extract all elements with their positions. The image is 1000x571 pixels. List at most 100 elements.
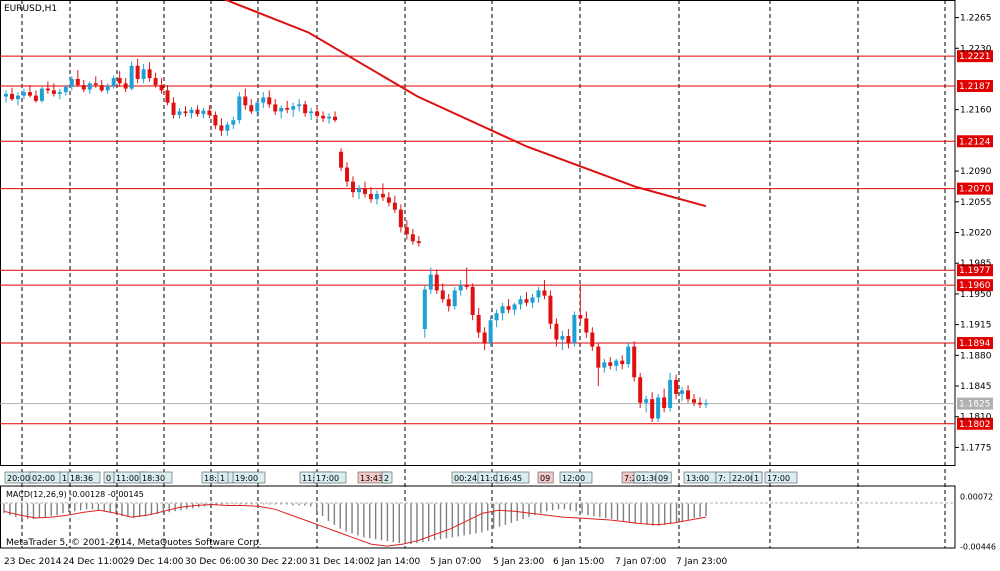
candle-body (333, 116, 338, 121)
time-tag-label: 0 (106, 474, 111, 483)
candle-body (428, 274, 433, 290)
time-tag-label: 13:00 (686, 474, 709, 483)
candle-body (482, 332, 487, 344)
candle-body (261, 97, 266, 103)
candle-body (33, 95, 38, 101)
candle-body (15, 95, 20, 100)
price-tick-label: 1.1775 (960, 443, 992, 453)
time-tag-label: 11:0 (480, 474, 498, 483)
time-tag-label: 17:00 (767, 474, 790, 483)
candle-body (231, 120, 236, 125)
price-tick-label: 1.2230 (960, 44, 992, 54)
level-price-label: 1.2187 (959, 82, 991, 92)
candle-body (177, 111, 182, 115)
time-tick-label: 2 Jan 14:00 (369, 557, 421, 567)
candle-body (171, 102, 176, 115)
candle-body (692, 399, 697, 403)
candle-body (506, 306, 511, 310)
candle-body (524, 299, 529, 303)
time-tag (381, 471, 393, 484)
time-tick-label: 5 Jan 23:00 (493, 557, 545, 567)
candle-body (476, 314, 481, 333)
candle-body (69, 78, 74, 87)
level-price-tag (957, 135, 993, 148)
candle-body (464, 285, 469, 287)
candle-body (45, 88, 50, 91)
level-price-label: 1.2221 (959, 52, 991, 62)
candle-body (57, 92, 62, 94)
level-price-label: 1.1802 (959, 420, 991, 430)
time-tick-label: 24 Dec 11:00 (63, 557, 124, 567)
time-tick-label: 30 Dec 06:00 (185, 557, 246, 567)
candle-body (99, 85, 104, 91)
horizontal-levels[interactable]: 1.2221 1.2187 1.2124 1.2070 1.1977 1.1960 1.18… (0, 50, 993, 430)
candle-body (602, 362, 607, 368)
level-price-tag (957, 50, 993, 63)
macd-signal-line (3, 503, 707, 547)
candle-body (153, 78, 158, 86)
symbol-label: EURUSD,H1 (4, 4, 58, 14)
candle-body (680, 390, 685, 394)
candle-body (255, 102, 260, 112)
time-tick-label: 7 Jan 23:00 (676, 557, 728, 567)
candle-body (362, 188, 367, 194)
level-price-label: 1.1894 (959, 339, 991, 349)
time-tag-label: 1 (754, 474, 759, 483)
price-axis: 1.2265 1.2230 1.2160 1.2090 1.2055 1.2020 1.19… (955, 14, 996, 552)
time-tag (537, 471, 554, 484)
time-tag (764, 471, 798, 484)
candle-body (219, 125, 224, 131)
candle-body (566, 336, 571, 344)
macd-tick-label: 0.00072 (960, 493, 993, 502)
level-price-tag (957, 264, 993, 277)
candle-body (368, 193, 373, 200)
candle-body (351, 181, 356, 193)
candle-body (488, 320, 493, 344)
time-tag (559, 471, 593, 484)
candle-body (195, 109, 200, 115)
time-tag-label: 18:30 (142, 474, 165, 483)
candle-body (416, 241, 421, 244)
level-price-label: 1.1977 (959, 266, 991, 276)
candle-body (105, 85, 110, 91)
time-tag-label: 01:30 (636, 474, 659, 483)
macd-frame (0, 485, 956, 549)
time-tag-label: 7: (718, 474, 726, 483)
candle-body (410, 234, 415, 242)
candle-body (398, 209, 403, 228)
macd-indicator (0, 502, 955, 547)
copyright-text: MetaTrader 5, © 2001-2014, MetaQuotes So… (6, 538, 262, 548)
candle-body (584, 318, 589, 333)
candle-body (644, 399, 649, 403)
candle-body (614, 360, 619, 366)
candle-body (578, 314, 583, 319)
level-price-tag (957, 182, 993, 195)
level-price-label: 1.2124 (959, 137, 991, 147)
level-price-tag (957, 79, 993, 92)
time-tag (751, 471, 763, 484)
candle-body (440, 290, 445, 300)
candle-body (386, 197, 391, 203)
time-tick-label: 23 Dec 2014 (4, 557, 62, 567)
candle-body (4, 93, 8, 97)
price-tick-label: 1.2160 (960, 106, 992, 116)
candle-body (590, 332, 595, 347)
time-axis: 23 Dec 2014 24 Dec 11:00 29 Dec 14:00 30 De… (4, 557, 728, 567)
candle-body (285, 107, 290, 110)
price-tick-label: 1.2090 (960, 167, 992, 177)
vertical-grid (0, 0, 956, 549)
time-tag (217, 471, 229, 484)
candle-body (542, 290, 547, 296)
price-tick-label: 1.1845 (960, 382, 992, 392)
time-tag-label: 16:45 (499, 474, 522, 483)
time-tag-label: 17:00 (316, 474, 339, 483)
time-tick-label: 6 Jan 15:00 (553, 557, 605, 567)
time-tag-label: 18:30 (204, 474, 227, 483)
candle-body (345, 167, 350, 182)
candle-body (279, 107, 284, 112)
candle-body (213, 114, 218, 126)
time-tick-label: 31 Dec 14:00 (309, 557, 370, 567)
candle-body (189, 109, 194, 114)
candle-body (27, 92, 32, 96)
